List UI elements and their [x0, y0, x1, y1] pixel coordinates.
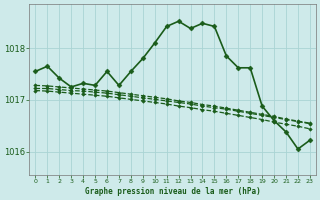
X-axis label: Graphe pression niveau de la mer (hPa): Graphe pression niveau de la mer (hPa) — [85, 187, 260, 196]
